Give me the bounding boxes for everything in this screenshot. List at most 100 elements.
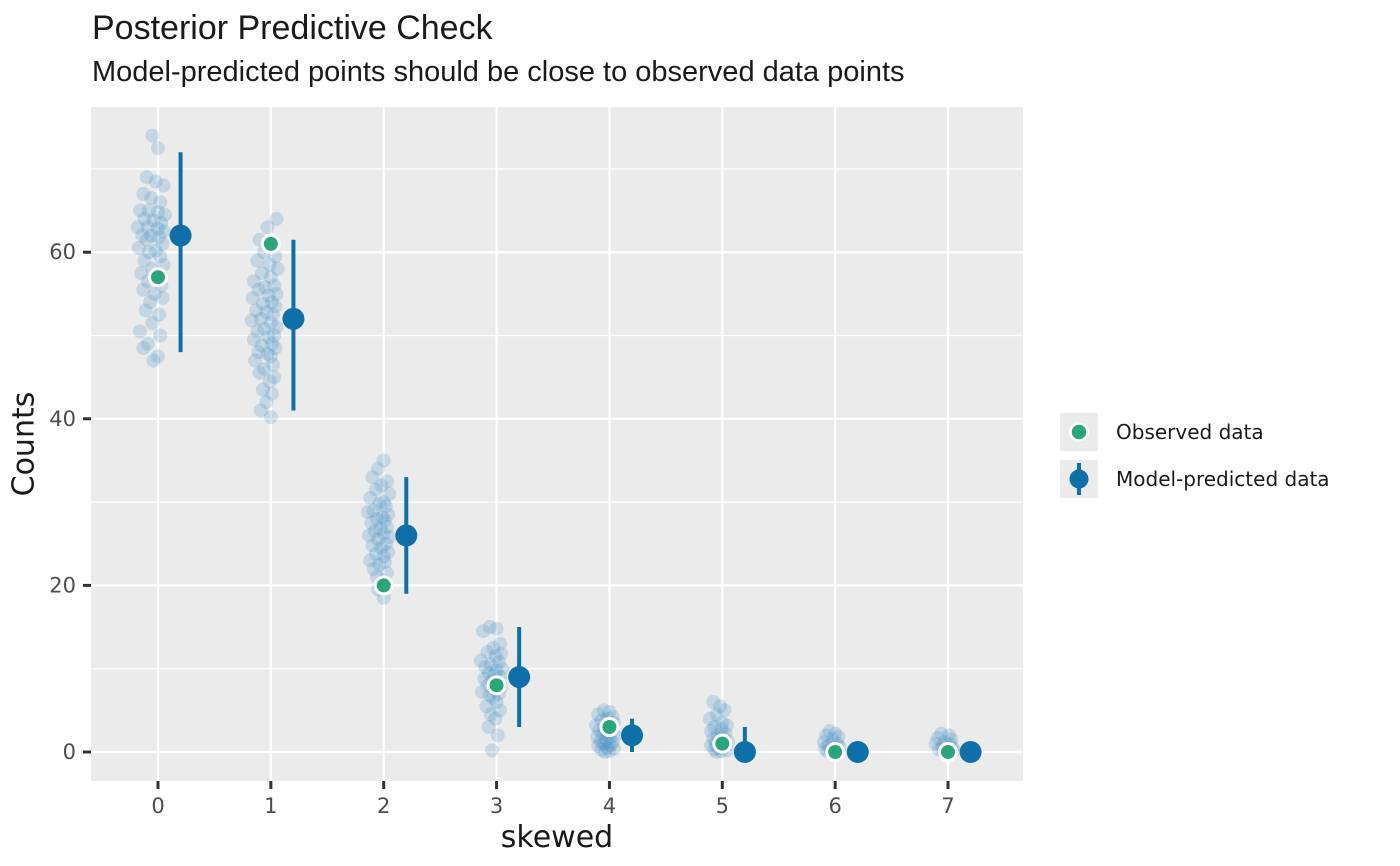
observed-point	[260, 233, 281, 254]
draw-point	[483, 657, 498, 672]
draw-point	[146, 213, 161, 228]
draw-point	[376, 526, 391, 541]
draw-point	[154, 216, 169, 231]
draw-point	[146, 353, 161, 368]
draw-point	[136, 282, 151, 297]
draw-point	[360, 505, 375, 520]
draw-point	[267, 328, 282, 343]
draw-point	[591, 739, 606, 754]
draw-point	[137, 253, 152, 268]
draw-point	[376, 549, 391, 564]
draw-point	[478, 660, 493, 675]
chart-subtitle: Model-predicted points should be close t…	[92, 56, 905, 88]
predicted-point	[169, 224, 192, 247]
draw-point	[376, 453, 391, 468]
predicted-point	[733, 741, 756, 763]
draw-point	[262, 257, 277, 272]
draw-point	[130, 220, 145, 235]
draw-point	[251, 345, 266, 360]
draw-point	[362, 528, 377, 543]
observed-point	[599, 717, 620, 738]
draw-point	[831, 730, 846, 745]
draw-point	[494, 646, 509, 661]
predicted-point	[395, 524, 418, 547]
draw-point	[244, 313, 259, 328]
draw-point	[715, 715, 730, 730]
draw-point	[377, 513, 392, 528]
draw-point	[264, 336, 279, 351]
draw-point	[156, 178, 171, 193]
draw-point	[151, 205, 165, 220]
x-axis-title: skewed	[500, 820, 614, 855]
draw-point	[816, 735, 831, 750]
x-tick-label: 6	[828, 794, 841, 818]
draw-point	[264, 386, 279, 401]
draw-point	[382, 530, 397, 545]
legend: Observed data Model-predicted data	[1060, 413, 1330, 498]
draw-point	[145, 316, 160, 331]
draw-point	[707, 720, 722, 735]
draw-point	[253, 311, 268, 326]
draw-point	[713, 699, 728, 714]
draw-point	[474, 685, 489, 700]
x-tick-label: 1	[264, 794, 277, 818]
draw-point	[363, 490, 378, 505]
draw-point	[822, 724, 837, 739]
draw-point	[365, 470, 380, 485]
draw-point	[605, 735, 620, 750]
draw-point	[266, 307, 281, 322]
observed-point	[486, 675, 507, 696]
x-tick-label: 5	[716, 794, 729, 818]
draw-point	[590, 730, 605, 745]
draw-point	[139, 232, 154, 247]
draw-point	[254, 338, 269, 353]
draw-point	[264, 295, 279, 310]
draw-point	[147, 286, 162, 301]
draw-point	[249, 303, 264, 318]
draw-point	[381, 507, 396, 522]
draw-point	[483, 707, 498, 722]
draw-point	[603, 738, 618, 753]
draw-point	[263, 316, 278, 331]
draw-point	[132, 203, 147, 218]
draw-point	[930, 730, 945, 745]
draw-point	[251, 282, 266, 297]
draw-point	[131, 241, 146, 256]
draw-point	[367, 524, 382, 539]
draw-point	[476, 624, 491, 639]
draw-point	[260, 220, 275, 235]
draw-point	[374, 540, 389, 555]
draw-point	[364, 515, 379, 530]
draw-point	[596, 703, 611, 718]
legend-key-predicted	[1060, 460, 1098, 498]
draw-point	[261, 288, 276, 303]
legend-entry-predicted: Model-predicted data	[1060, 460, 1330, 498]
predicted-point	[846, 741, 869, 763]
draw-point	[365, 538, 380, 553]
draw-point	[366, 503, 381, 518]
draw-point	[363, 553, 378, 568]
draw-point	[156, 224, 171, 239]
draw-point	[140, 336, 155, 351]
draw-point	[268, 340, 283, 355]
draw-point	[269, 286, 284, 301]
draw-point	[246, 274, 261, 289]
draw-point	[486, 640, 501, 655]
draw-point	[380, 474, 395, 489]
draw-point	[257, 361, 272, 376]
draw-point	[371, 532, 386, 547]
draw-point	[381, 545, 396, 560]
draw-point	[702, 711, 717, 726]
draw-point	[495, 661, 510, 676]
draw-point	[259, 305, 274, 320]
draw-point	[254, 266, 269, 281]
x-tick-label: 0	[151, 794, 164, 818]
draw-point	[261, 330, 276, 345]
draw-point	[250, 324, 265, 339]
draw-point	[255, 296, 270, 311]
draw-point	[141, 203, 156, 218]
draw-point	[489, 663, 504, 678]
chart-title: Posterior Predictive Check	[92, 9, 493, 47]
draw-point	[374, 478, 389, 493]
